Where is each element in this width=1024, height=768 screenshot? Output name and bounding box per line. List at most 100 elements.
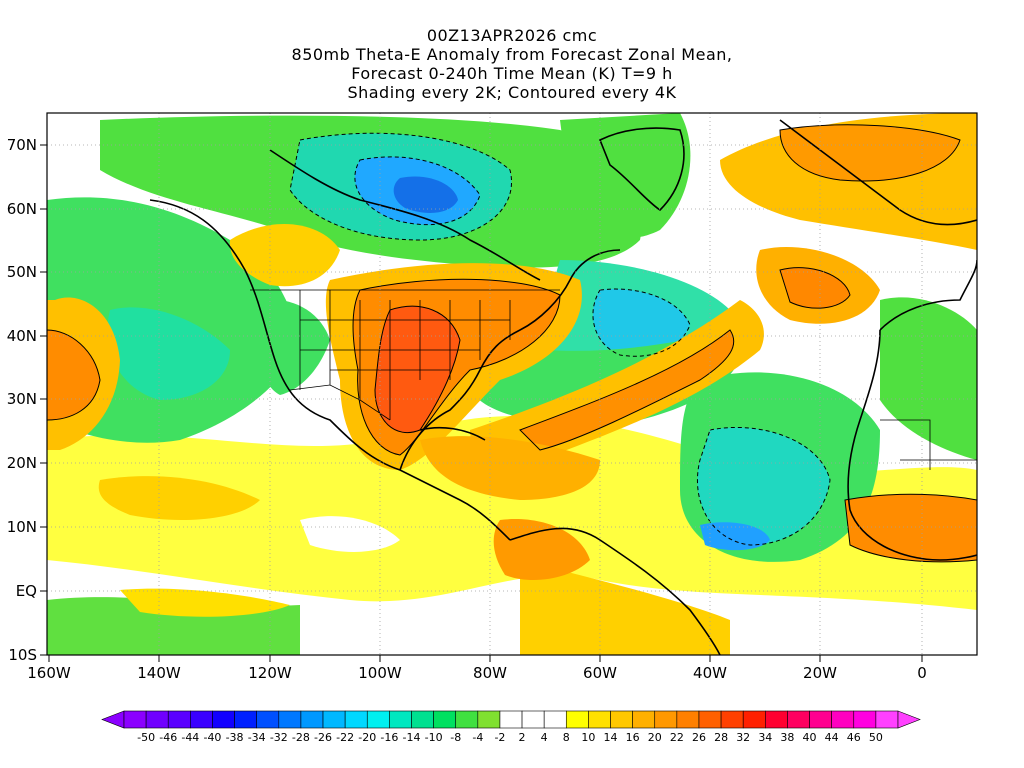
colorbar-label: -44 [181,731,199,744]
contour-pos-west-africa [844,493,977,563]
shade-positive-mid-southamerica [520,560,730,655]
colorbar-cell [366,710,390,729]
y-axis-labels: 70N 60N 50N 40N 30N 20N 10N EQ 10S [7,136,37,664]
shade-positive-strong-ne-atlantic [780,267,850,309]
colorbar-cell [610,710,633,729]
y-label: EQ [16,582,37,600]
colorbar-cells [101,710,921,729]
shade-negative-strong-atlantic [592,289,690,357]
x-label: 120W [248,664,292,682]
contour-neg-east-atlantic [696,426,831,546]
title-line-2: 850mb Theta-E Anomaly from Forecast Zona… [291,45,733,64]
shade-negative-mid-pacific [107,307,230,400]
colorbar-cell [654,710,678,729]
colorbar-label: -28 [292,731,310,744]
y-label: 60N [7,200,37,218]
x-label: 60W [583,664,617,682]
map-gridlines [47,113,977,655]
title-line-1: 00Z13APR2026 cmc [426,26,598,45]
y-label: 20N [7,454,37,472]
colorbar-label: -32 [270,731,288,744]
colorbar-cell [853,710,877,729]
colorbar-cell [344,710,368,729]
colorbar-cell [632,710,656,729]
colorbar-label: -26 [314,731,332,744]
shade-positive-strong-atlantic-band [520,330,734,450]
axis-ticks [40,144,923,662]
shade-positive-strong-west-africa [845,494,977,562]
chart-title-block: 00Z13APR2026 cmc 850mb Theta-E Anomaly f… [0,26,1024,102]
shade-positive-weak-eq-pacific [120,588,290,617]
colorbar-right-arrow [897,710,921,729]
border-africa [880,419,977,470]
contour-neg-canada-2 [354,156,481,226]
colorbar-label: 34 [758,731,772,744]
colorbar-label: -16 [380,731,398,744]
coast-iberia [879,259,977,331]
border-us-states-ew [300,319,510,371]
colorbar-cell [123,710,147,729]
colorbar-label: -46 [159,731,177,744]
x-label: 80W [473,664,507,682]
contour-pos-europe [779,124,961,182]
coast-cuba [419,426,486,441]
colorbar-cell [389,710,412,729]
colorbar: -50 -46 -44 -40 -38 -34 -32 -28 -26 -22 -20 -16 -14-… [101,710,921,744]
colorbar-cell [145,710,169,729]
colorbar-labels: -50 -46 -44 -40 -38 -34 -32 -28 -26 -22 -20 -16 -14-… [137,731,883,744]
shade-negative-max-canada [393,176,458,213]
colorbar-cell [720,710,744,729]
title-line-3: Forecast 0-240h Time Mean (K) T=9 h [351,64,673,83]
colorbar-label: 4 [541,731,548,744]
colorbar-cell [190,710,213,729]
colorbar-label: -20 [358,731,376,744]
colorbar-label: 50 [869,731,883,744]
contour-neg-canada-1 [289,132,512,241]
contour-pos-ne-atlantic [779,267,851,309]
colorbar-cell [565,710,589,729]
colorbar-cell [499,710,523,729]
y-label: 40N [7,327,37,345]
colorbar-cell [256,710,280,729]
coast-canada-arctic [269,149,541,281]
shade-negative-weak-greenland [560,113,691,239]
coast-greenland [598,127,685,212]
colorbar-cell [167,710,191,729]
x-axis-labels: 160W 140W 120W 100W 80W 60W 40W 20W 0 [27,664,927,682]
colorbar-label: 2 [519,731,526,744]
colorbar-label: -8 [450,731,461,744]
colorbar-label: -10 [425,731,443,744]
colorbar-cell [765,710,788,729]
colorbar-label: -38 [226,731,244,744]
colorbar-cell [588,710,611,729]
colorbar-cell [212,710,235,729]
colorbar-label: -14 [403,731,421,744]
y-label: 10S [8,646,37,664]
colorbar-label: -34 [248,731,266,744]
colorbar-label: 28 [714,731,728,744]
colorbar-cell [521,710,545,729]
colorbar-label: 32 [736,731,750,744]
x-label: 0 [917,664,927,682]
x-label: 140W [137,664,181,682]
colorbar-label: -50 [137,731,155,744]
colorbar-cell [742,710,766,729]
shade-neutral-east-pacific [300,516,400,552]
plot-frame [46,112,978,656]
shade-negative-weak-africa-north [880,297,977,460]
colorbar-cell [676,710,700,729]
border-us-mexico [289,384,391,421]
shade-negative-strong-east-atlantic [700,522,770,551]
shade-positive-strong-south-america [493,519,590,580]
shade-positive-strong-europe [780,124,960,181]
coast-east-north-america [399,249,621,471]
shade-positive-strong-central-pacific [47,330,100,420]
coast-west-north-america [149,199,511,541]
colorbar-label: 26 [692,731,706,744]
shade-negative-mid-east-atlantic [697,427,830,545]
x-label: 20W [803,664,837,682]
x-label: 100W [358,664,402,682]
y-label: 30N [7,390,37,408]
y-label: 10N [7,518,37,536]
